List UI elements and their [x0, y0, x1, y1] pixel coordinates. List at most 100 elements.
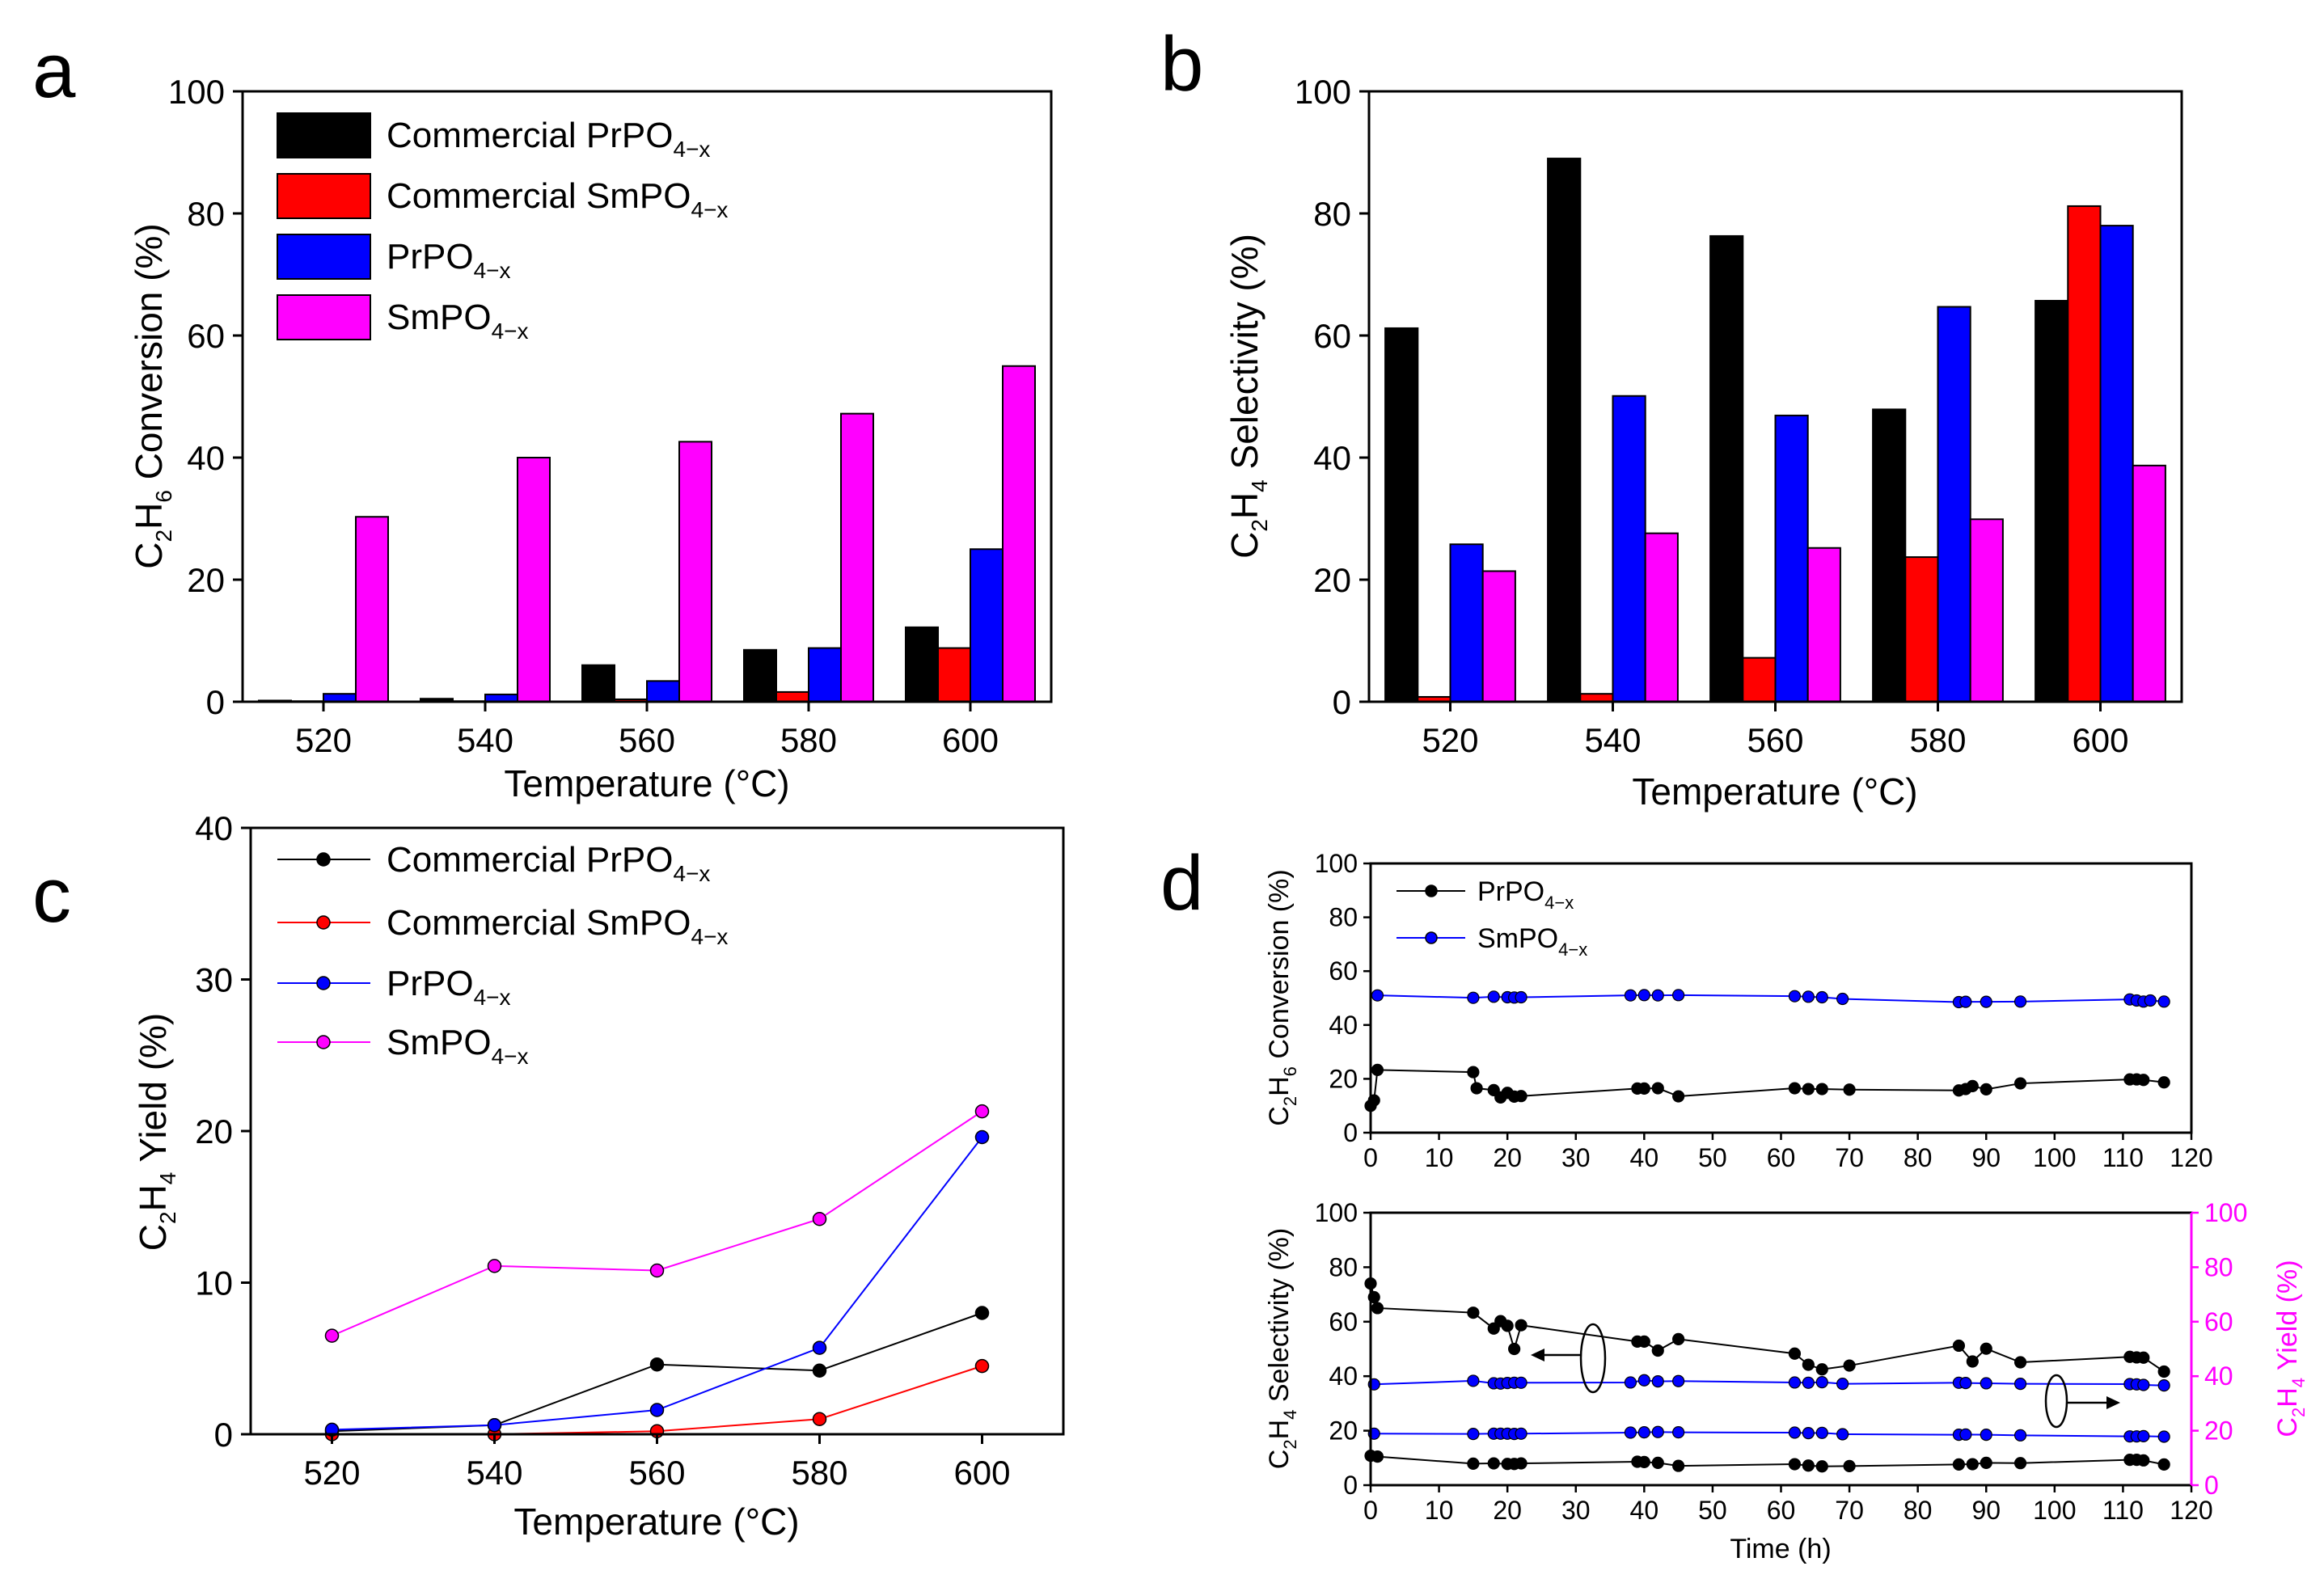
xtick-label-d-top-70: 70	[1835, 1143, 1864, 1172]
chart-d-axes: 0010102020303040405050606070708080909010…	[1315, 849, 2248, 1525]
xtick-label-b-560: 560	[1747, 721, 1803, 759]
ytick-label-d-top-0: 0	[1343, 1118, 1358, 1147]
xtick-label-d-bottom-40: 40	[1630, 1496, 1659, 1525]
xtick-label-a-520: 520	[295, 721, 352, 759]
legend-a-swatch-1	[277, 173, 371, 219]
bar-a-s0-580	[743, 648, 777, 703]
point-c-s2-600	[974, 1129, 990, 1145]
ytick-label-d-top-40: 40	[1329, 1011, 1358, 1040]
chart-c-marks	[324, 1104, 990, 1442]
ytick-label-d-right-60: 60	[2204, 1307, 2233, 1336]
point-d-yield-s1-17	[1980, 1429, 1992, 1442]
point-d-conversion-s0-9	[1515, 1090, 1528, 1103]
bar-b-s0-580	[1872, 408, 1907, 703]
point-d-conversion-s1-12	[1815, 990, 1828, 1004]
chart-c: 520 540 560 580 600 0 10 20 30 40 Temperature (°C…	[132, 809, 1065, 1543]
xtick-label-d-bottom-80: 80	[1904, 1496, 1933, 1525]
xtick-label-d-bottom-30: 30	[1561, 1496, 1591, 1525]
point-d-conversion-s0-26	[2157, 1076, 2170, 1089]
point-d-selectivity-s1-6	[1515, 1376, 1528, 1389]
ytick-label-b-100: 100	[1295, 73, 1351, 111]
point-c-s2-540	[487, 1418, 502, 1433]
chart-b-axes: 520 540 560 580 600 0 20 40 60 80 100	[1295, 73, 2129, 759]
ytick-label-d-right-0: 0	[2204, 1471, 2219, 1500]
point-d-selectivity-s0-12	[1672, 1332, 1685, 1345]
ytick-label-b-20: 20	[1313, 561, 1351, 599]
point-d-selectivity-s0-19	[1980, 1342, 1992, 1355]
point-d-yield-s1-6	[1515, 1427, 1528, 1440]
bar-b-s3-580	[1969, 518, 2004, 703]
point-d-selectivity-s1-13	[1815, 1376, 1828, 1389]
point-d-selectivity-s1-22	[2157, 1379, 2170, 1392]
xtick-label-d-bottom-100: 100	[2033, 1496, 2076, 1525]
legend-a-swatch-2	[277, 234, 371, 280]
point-d-conversion-s1-0	[1371, 989, 1384, 1002]
bar-b-s0-600	[2035, 299, 2069, 703]
xtick-label-b-600: 600	[2072, 721, 2128, 759]
point-d-conversion-s0-16	[1815, 1083, 1828, 1095]
bar-b-s2-560	[1774, 414, 1809, 703]
point-d-conversion-s0-15	[1802, 1083, 1815, 1095]
bar-a-s1-580	[775, 690, 809, 703]
point-d-conversion-s1-15	[1959, 995, 1972, 1008]
chart-b-marks	[1384, 158, 2166, 703]
point-d-conversion-s1-10	[1788, 990, 1802, 1003]
point-d-selectivity-s1-17	[1980, 1377, 1992, 1390]
point-d-yield-s0-1	[1371, 1450, 1384, 1463]
bar-b-s3-560	[1806, 547, 1841, 703]
xtick-label-d-top-0: 0	[1363, 1143, 1378, 1172]
arrow-left-head	[1531, 1349, 1544, 1361]
point-d-selectivity-s1-16	[1959, 1377, 1972, 1390]
bar-a-s3-540	[517, 457, 551, 703]
legend-a-label-3: SmPO4−x	[387, 298, 529, 344]
point-d-yield-s0-11	[1788, 1458, 1802, 1471]
chart-b: 520 540 560 580 600 0 20 40 60 80 100 Temperature …	[1223, 73, 2183, 813]
legend-c-label-0: Commercial PrPO4−x	[387, 840, 710, 886]
xtick-label-a-540: 540	[457, 721, 513, 759]
xtick-label-d-top-60: 60	[1767, 1143, 1796, 1172]
point-d-selectivity-s0-11	[1651, 1344, 1664, 1357]
point-d-conversion-s0-22	[2013, 1077, 2027, 1090]
xtick-label-d-top-20: 20	[1493, 1143, 1522, 1172]
chart-d-marks	[1364, 989, 2170, 1473]
legend-c-label-1: Commercial SmPO4−x	[387, 903, 728, 949]
xtick-label-d-bottom-0: 0	[1363, 1496, 1378, 1525]
point-c-s3-520	[324, 1328, 340, 1343]
point-d-selectivity-s1-12	[1802, 1376, 1815, 1389]
point-d-selectivity-s0-18	[1966, 1355, 1979, 1368]
point-d-yield-s1-8	[1637, 1426, 1650, 1439]
bar-b-s1-600	[2067, 205, 2102, 703]
point-d-conversion-s0-3	[1467, 1066, 1480, 1079]
chart-d-annotations	[1531, 1323, 2120, 1429]
arrow-right-head	[2106, 1396, 2120, 1409]
legend-a-swatch-3	[277, 294, 371, 340]
chart-c-axes: 520 540 560 580 600 0 10 20 30 40	[195, 809, 1010, 1492]
point-d-selectivity-s1-1	[1467, 1374, 1480, 1387]
chart-d-right-ylabel: C2H4 Yield (%)	[2272, 1260, 2309, 1437]
ytick-label-d-bottom-60: 60	[1329, 1307, 1358, 1336]
point-d-conversion-s1-13	[1836, 992, 1849, 1006]
point-d-selectivity-s0-24	[2157, 1365, 2170, 1378]
chart-d-xlabel: Time (h)	[1730, 1534, 1831, 1564]
legend-d-marker-1	[1425, 931, 1438, 944]
legend-a-swatch-0	[277, 112, 371, 158]
xtick-label-d-bottom-120: 120	[2170, 1496, 2212, 1525]
chart-b-xlabel: Temperature (°C)	[1632, 770, 1917, 813]
ytick-label-b-80: 80	[1313, 195, 1351, 233]
point-d-conversion-s1-16	[1980, 995, 1992, 1008]
bar-a-s0-600	[905, 626, 939, 703]
legend-a-label-0: Commercial PrPO4−x	[387, 116, 710, 162]
panel-letter-d: d	[1160, 840, 1203, 927]
chart-d-top-ylabel: C2H6 Conversion (%)	[1264, 869, 1300, 1125]
ytick-label-d-bottom-20: 20	[1329, 1416, 1358, 1446]
bar-a-s0-560	[581, 664, 615, 703]
point-d-yield-s0-2	[1467, 1457, 1480, 1470]
point-c-s3-600	[974, 1104, 990, 1119]
point-d-yield-s1-12	[1802, 1427, 1815, 1440]
ytick-label-a-60: 60	[187, 317, 225, 355]
point-d-selectivity-s1-18	[2013, 1378, 2027, 1391]
ytick-label-d-top-20: 20	[1329, 1064, 1358, 1093]
ellipse-left-annotation	[1579, 1323, 1607, 1394]
legend-d-label-0: PrPO4−x	[1477, 876, 1574, 913]
